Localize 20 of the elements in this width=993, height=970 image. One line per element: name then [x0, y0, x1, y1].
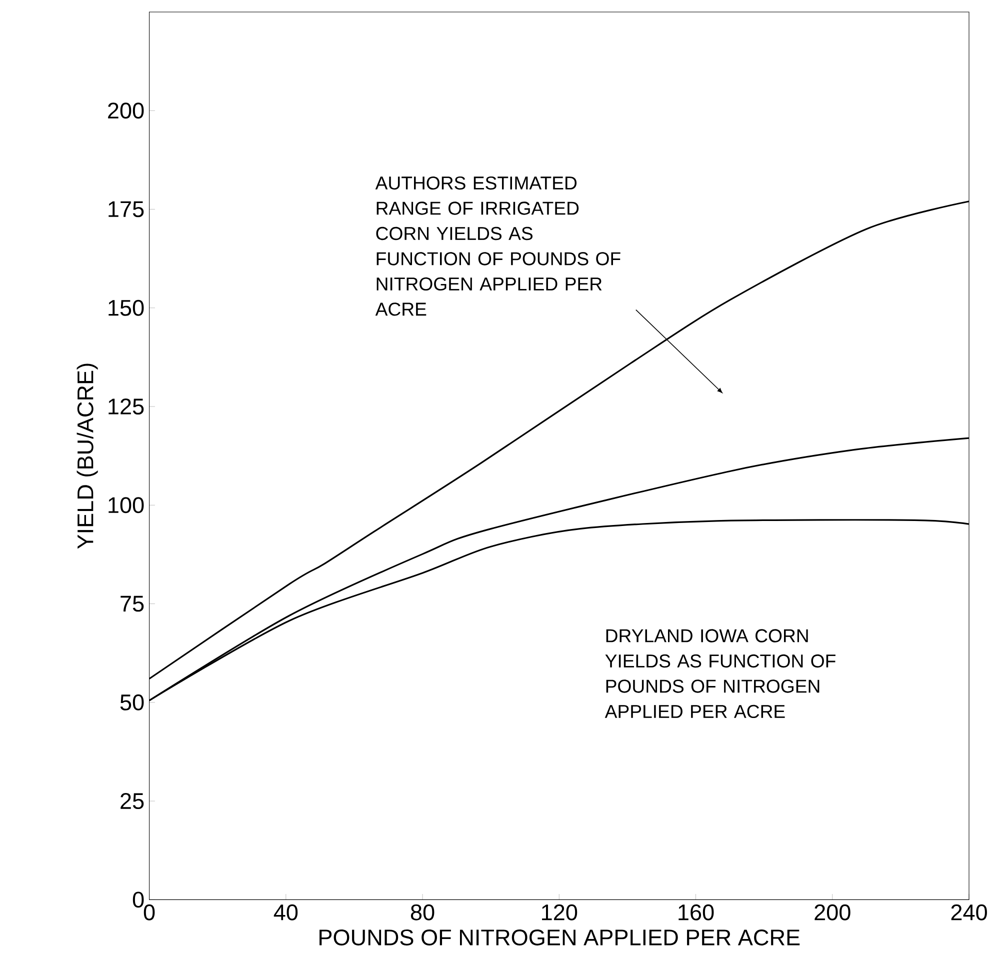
annotation: AUTHORS ESTIMATED RANGE OF IRRIGATED CORN YIELDS AS FUNCTION OF POUNDS OF NITROGEN APPLIED PER ACRE	[375, 176, 620, 316]
x-axis-title: POUNDS OF NITROGEN APPLIED PER ACRE	[320, 929, 800, 946]
x-tick-label: 40	[274, 904, 298, 920]
y-tick-label: 200	[108, 102, 144, 118]
x-tick-label: 160	[678, 904, 714, 920]
y-tick-label: 0	[132, 892, 144, 908]
x-tick-label: 80	[410, 904, 434, 920]
y-tick-label: 25	[120, 792, 144, 809]
y-tick-label: 50	[120, 694, 144, 710]
x-tick-label: 240	[951, 904, 987, 920]
y-tick-label: 150	[108, 300, 144, 316]
y-axis-title: YIELD (BU/ACRE)	[76, 364, 98, 549]
y-tick-label: 175	[108, 201, 144, 217]
x-tick-label: 120	[542, 904, 578, 920]
annotation: DRYLAND IOWA CORN YIELDS AS FUNCTION OF POUNDS OF NITROGEN APPLIED PER ACRE	[604, 629, 836, 718]
x-tick-label: 0	[144, 904, 155, 920]
y-tick-label: 100	[108, 497, 144, 513]
y-tick-label: 75	[120, 596, 144, 612]
x-tick-label: 200	[814, 904, 850, 920]
y-tick-label: 125	[108, 398, 144, 414]
